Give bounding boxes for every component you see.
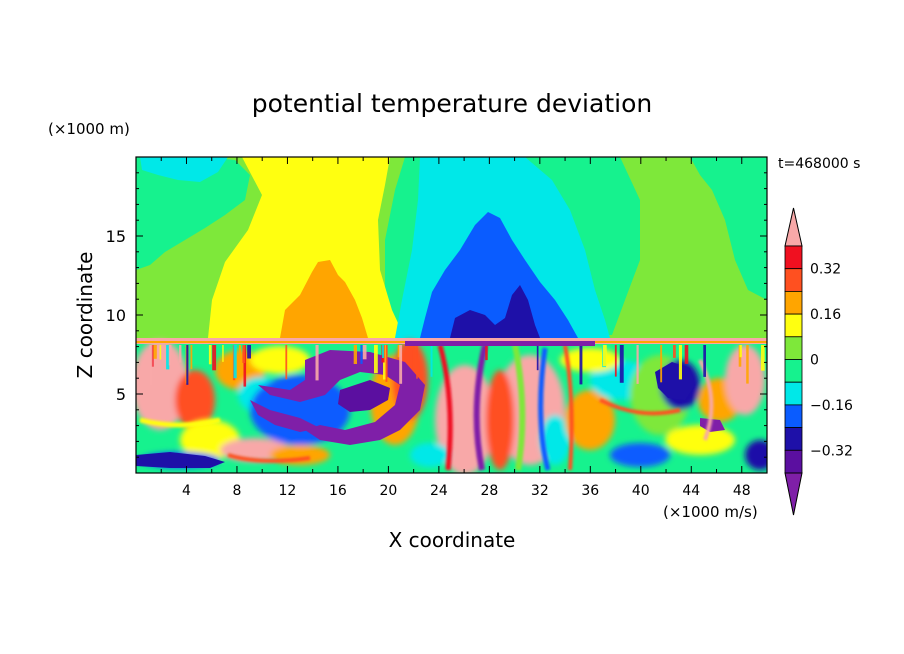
x-tick-label: 16	[329, 483, 347, 499]
turbulence-streak	[383, 345, 387, 380]
turbulence-streak	[619, 345, 624, 383]
turbulence-streak	[636, 345, 639, 384]
turbulence-streak	[247, 345, 251, 359]
turbulence-streak	[222, 345, 224, 362]
colorbar-extend-min	[784, 472, 803, 516]
x-axis-label: X coordinate	[389, 528, 516, 552]
turbulence-streak	[179, 345, 182, 363]
turbulence-streak	[678, 345, 682, 380]
colorbar-tick-label: 0	[810, 353, 819, 369]
turbulence-streak	[416, 345, 418, 379]
turbulence-streak	[374, 345, 378, 374]
y-tick-label: 10	[106, 306, 126, 325]
colorbar-swatch	[784, 427, 803, 451]
turbulence-streak	[739, 345, 742, 358]
turbulence-streak	[208, 345, 212, 365]
x-tick-label: 20	[379, 483, 397, 499]
turbulence-streak	[602, 345, 607, 367]
turbulence-streak	[385, 345, 388, 382]
turbulence-streak	[684, 345, 689, 364]
x-tick-label: 24	[430, 483, 448, 499]
turbulence-streak	[360, 345, 363, 364]
chart-title: potential temperature deviation	[252, 89, 652, 118]
turbulence-streak	[159, 345, 162, 360]
y-unit-label: (×1000 m)	[48, 120, 130, 138]
turbulence-streak	[315, 345, 319, 381]
turbulence-streak	[238, 345, 241, 372]
x-tick-label: 32	[531, 483, 549, 499]
colorbar-swatch	[784, 268, 803, 292]
turbulence-streak	[149, 345, 153, 386]
turbulence-streak	[660, 345, 663, 383]
x-tick-label: 40	[632, 483, 650, 499]
turbulence-streak	[703, 345, 706, 377]
y-tick-label: 15	[106, 227, 126, 246]
turbulence-streak	[485, 345, 488, 361]
turbulence-streak	[243, 345, 247, 387]
colorbar-tick-label: 0.32	[810, 262, 841, 278]
colorbar-extend-max	[784, 207, 803, 247]
turbulence-streak	[614, 345, 617, 377]
turbulence-streak	[746, 345, 749, 384]
turbulence-streak	[536, 345, 539, 371]
x-tick-label: 4	[182, 483, 191, 499]
x-tick-label: 44	[682, 483, 700, 499]
colorbar-swatch	[784, 381, 803, 406]
x-tick-label: 12	[279, 483, 297, 499]
x-tick-label: 8	[232, 483, 241, 499]
turbulence-streak	[212, 345, 217, 371]
x-tick-label: 28	[480, 483, 498, 499]
turbulence-streak	[242, 345, 246, 363]
turbulence-streak	[362, 345, 367, 360]
colorbar-tick-label: −0.32	[810, 443, 853, 459]
turbulence-streak	[761, 345, 765, 371]
turbulence-streak	[190, 345, 193, 370]
turbulence-streak	[412, 345, 416, 371]
turbulence-streak	[430, 345, 433, 377]
turbulence-streak	[353, 345, 357, 364]
lower-turbulence	[136, 340, 767, 473]
colorbar-swatch	[784, 449, 803, 474]
turbulence-streak	[186, 345, 189, 385]
colorbar-swatch	[784, 290, 803, 315]
turbulence-streak	[153, 345, 157, 359]
time-label: t=468000 s	[778, 156, 860, 172]
colorbar-swatch	[784, 245, 803, 270]
colorbar-swatch	[784, 359, 803, 383]
colorbar-swatch	[784, 336, 803, 360]
turbulence-streak	[579, 345, 583, 385]
turbulence-streak	[168, 345, 172, 366]
colorbar-swatch	[784, 313, 803, 338]
colorbar-swatch	[784, 404, 803, 428]
x-axis-ticks: 4 8 12 16 20 24 28 32 36 40 44 48	[160, 157, 751, 499]
y-axis-ticks: 5 10 15	[106, 172, 767, 458]
x-tick-label: 36	[581, 483, 599, 499]
turbulence-streak	[285, 345, 288, 380]
turbulence-streak	[399, 345, 403, 384]
y-axis-label: Z coordinate	[73, 252, 97, 379]
contour-field	[136, 157, 767, 473]
turbulence-streak	[166, 345, 170, 370]
turbulence-streak	[233, 345, 237, 379]
turbulence-streak	[382, 345, 384, 358]
turbulence-streak	[673, 345, 676, 358]
colorbar-tick-label: −0.16	[810, 398, 853, 414]
x-unit-label: (×1000 m/s)	[663, 503, 758, 521]
y-tick-label: 5	[116, 385, 126, 404]
colorbar-tick-label: 0.16	[810, 307, 841, 323]
colorbar: −0.32 −0.16 0 0.16 0.32	[784, 207, 853, 516]
x-tick-label: 48	[733, 483, 751, 499]
